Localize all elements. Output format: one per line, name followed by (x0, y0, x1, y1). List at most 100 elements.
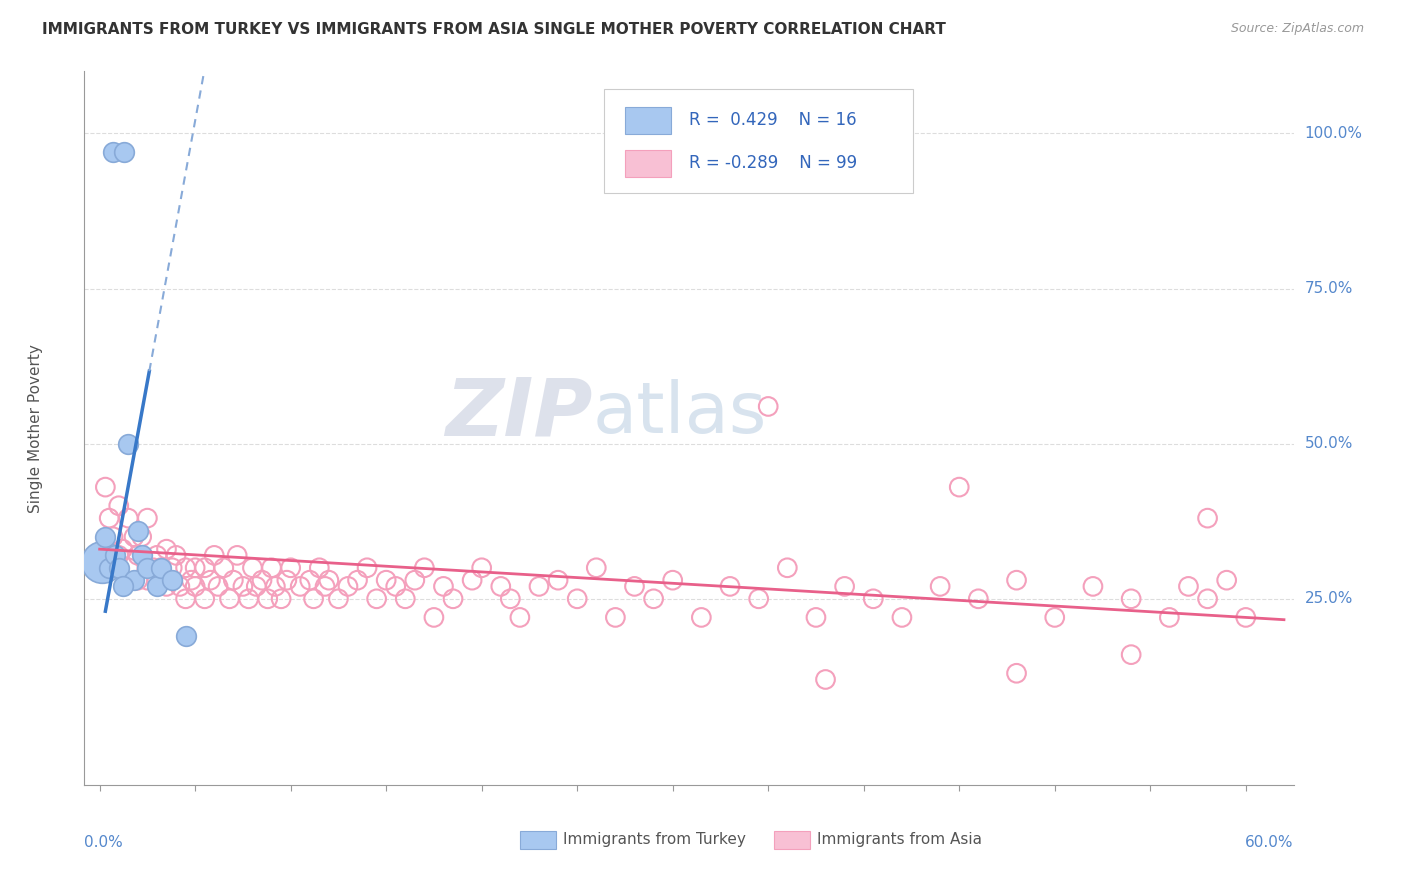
Point (1215, 573, 1237, 587)
Point (194, 591, 217, 606)
Point (136, 561, 159, 575)
Point (256, 591, 278, 606)
Point (623, 579, 645, 593)
Text: ZIP: ZIP (444, 375, 592, 453)
Point (174, 591, 197, 606)
Text: 75.0%: 75.0% (1305, 281, 1353, 296)
Text: Immigrants from Asia: Immigrants from Asia (817, 832, 983, 847)
Text: 60.0%: 60.0% (1246, 835, 1294, 850)
Point (155, 542, 177, 557)
Point (814, 673, 837, 687)
Point (169, 579, 191, 593)
Point (1159, 610, 1181, 624)
Point (461, 573, 484, 587)
Point (1081, 579, 1104, 593)
Point (146, 579, 169, 593)
Point (202, 549, 225, 563)
Point (423, 610, 446, 624)
Point (122, 573, 145, 587)
Point (207, 579, 229, 593)
Point (131, 549, 153, 563)
Point (94, 530, 117, 544)
Point (98, 511, 121, 525)
Point (336, 579, 359, 593)
Point (776, 561, 799, 575)
Point (250, 573, 273, 587)
Text: Source: ZipAtlas.com: Source: ZipAtlas.com (1230, 22, 1364, 36)
Point (194, 561, 217, 575)
Point (890, 610, 912, 624)
Point (146, 549, 169, 563)
Point (117, 436, 139, 450)
Point (547, 573, 569, 587)
Point (174, 561, 197, 575)
Point (226, 549, 249, 563)
Point (302, 591, 325, 606)
Point (174, 629, 197, 643)
Point (136, 573, 159, 587)
Point (366, 591, 388, 606)
Point (146, 573, 169, 587)
Point (104, 549, 127, 563)
Point (94, 480, 117, 494)
Point (585, 561, 607, 575)
Point (127, 549, 149, 563)
Point (180, 573, 202, 587)
FancyBboxPatch shape (624, 150, 671, 177)
Point (471, 561, 494, 575)
Point (1005, 573, 1028, 587)
Text: Single Mother Poverty: Single Mother Poverty (28, 343, 44, 513)
Point (149, 561, 172, 575)
Point (101, 530, 124, 544)
FancyBboxPatch shape (520, 830, 555, 849)
Point (117, 561, 139, 575)
Point (245, 579, 267, 593)
Point (328, 591, 350, 606)
Point (643, 591, 665, 606)
Text: 0.0%: 0.0% (84, 835, 124, 850)
Point (111, 542, 134, 557)
Point (280, 561, 302, 575)
Point (298, 573, 321, 587)
Point (356, 561, 378, 575)
Text: atlas: atlas (592, 379, 766, 449)
Text: IMMIGRANTS FROM TURKEY VS IMMIGRANTS FROM ASIA SINGLE MOTHER POVERTY CORRELATION: IMMIGRANTS FROM TURKEY VS IMMIGRANTS FRO… (42, 22, 946, 37)
Point (260, 561, 283, 575)
Point (432, 579, 454, 593)
Point (605, 610, 627, 624)
Point (264, 579, 287, 593)
Point (111, 579, 134, 593)
Text: R =  0.429    N = 16: R = 0.429 N = 16 (689, 111, 856, 128)
Point (165, 549, 187, 563)
Point (718, 579, 741, 593)
Point (404, 573, 426, 587)
Point (499, 591, 522, 606)
Point (107, 549, 129, 563)
Point (117, 511, 139, 525)
Point (346, 573, 368, 587)
Point (1234, 610, 1257, 624)
Point (142, 561, 165, 575)
Text: 50.0%: 50.0% (1305, 436, 1353, 451)
Point (804, 610, 827, 624)
Point (509, 610, 531, 624)
Point (242, 561, 264, 575)
Point (276, 573, 298, 587)
Text: 25.0%: 25.0% (1305, 591, 1353, 607)
Point (375, 573, 398, 587)
Point (160, 573, 183, 587)
Point (136, 511, 159, 525)
Point (862, 591, 884, 606)
Text: 100.0%: 100.0% (1305, 126, 1362, 141)
Point (290, 579, 312, 593)
Point (200, 573, 222, 587)
Point (1121, 648, 1143, 662)
Point (160, 561, 183, 575)
FancyBboxPatch shape (773, 830, 810, 849)
Point (690, 610, 713, 624)
Point (155, 579, 177, 593)
Point (122, 530, 145, 544)
Point (384, 579, 406, 593)
Point (232, 579, 254, 593)
Point (318, 573, 340, 587)
